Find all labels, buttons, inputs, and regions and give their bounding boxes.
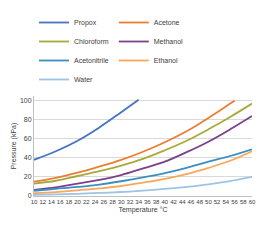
svg-text:46: 46 [188, 199, 195, 205]
svg-text:28: 28 [109, 199, 116, 205]
svg-text:100: 100 [20, 97, 32, 104]
svg-text:42: 42 [170, 199, 177, 205]
svg-text:26: 26 [100, 199, 107, 205]
svg-text:80: 80 [24, 116, 32, 123]
svg-text:22: 22 [83, 199, 90, 205]
svg-text:30: 30 [118, 199, 125, 205]
svg-text:Methanol: Methanol [154, 38, 183, 45]
svg-text:54: 54 [222, 199, 229, 205]
svg-text:58: 58 [240, 199, 247, 205]
svg-text:50: 50 [205, 199, 212, 205]
svg-text:20: 20 [74, 199, 81, 205]
svg-text:60: 60 [249, 199, 256, 205]
svg-text:56: 56 [231, 199, 238, 205]
svg-text:36: 36 [144, 199, 151, 205]
svg-text:18: 18 [66, 199, 73, 205]
svg-text:12: 12 [39, 199, 46, 205]
svg-text:Acetone: Acetone [154, 19, 180, 26]
svg-text:32: 32 [127, 199, 134, 205]
svg-text:Temperature °C: Temperature °C [118, 206, 167, 214]
svg-text:Pressure (kPa): Pressure (kPa) [10, 123, 18, 170]
svg-text:40: 40 [24, 154, 32, 161]
svg-text:48: 48 [196, 199, 203, 205]
svg-text:60: 60 [24, 135, 32, 142]
svg-text:16: 16 [57, 199, 64, 205]
svg-text:10: 10 [31, 199, 38, 205]
svg-text:Chloroform: Chloroform [74, 38, 109, 45]
svg-text:44: 44 [179, 199, 186, 205]
svg-text:20: 20 [24, 173, 32, 180]
svg-text:0: 0 [28, 192, 32, 199]
svg-text:38: 38 [153, 199, 160, 205]
svg-text:52: 52 [214, 199, 221, 205]
svg-text:Ethanol: Ethanol [154, 57, 178, 64]
svg-text:Propox: Propox [74, 19, 97, 27]
svg-text:Water: Water [74, 76, 93, 83]
svg-text:Acetonitrile: Acetonitrile [74, 57, 109, 64]
svg-text:24: 24 [92, 199, 99, 205]
svg-text:14: 14 [48, 199, 55, 205]
svg-text:40: 40 [161, 199, 168, 205]
svg-text:34: 34 [135, 199, 142, 205]
